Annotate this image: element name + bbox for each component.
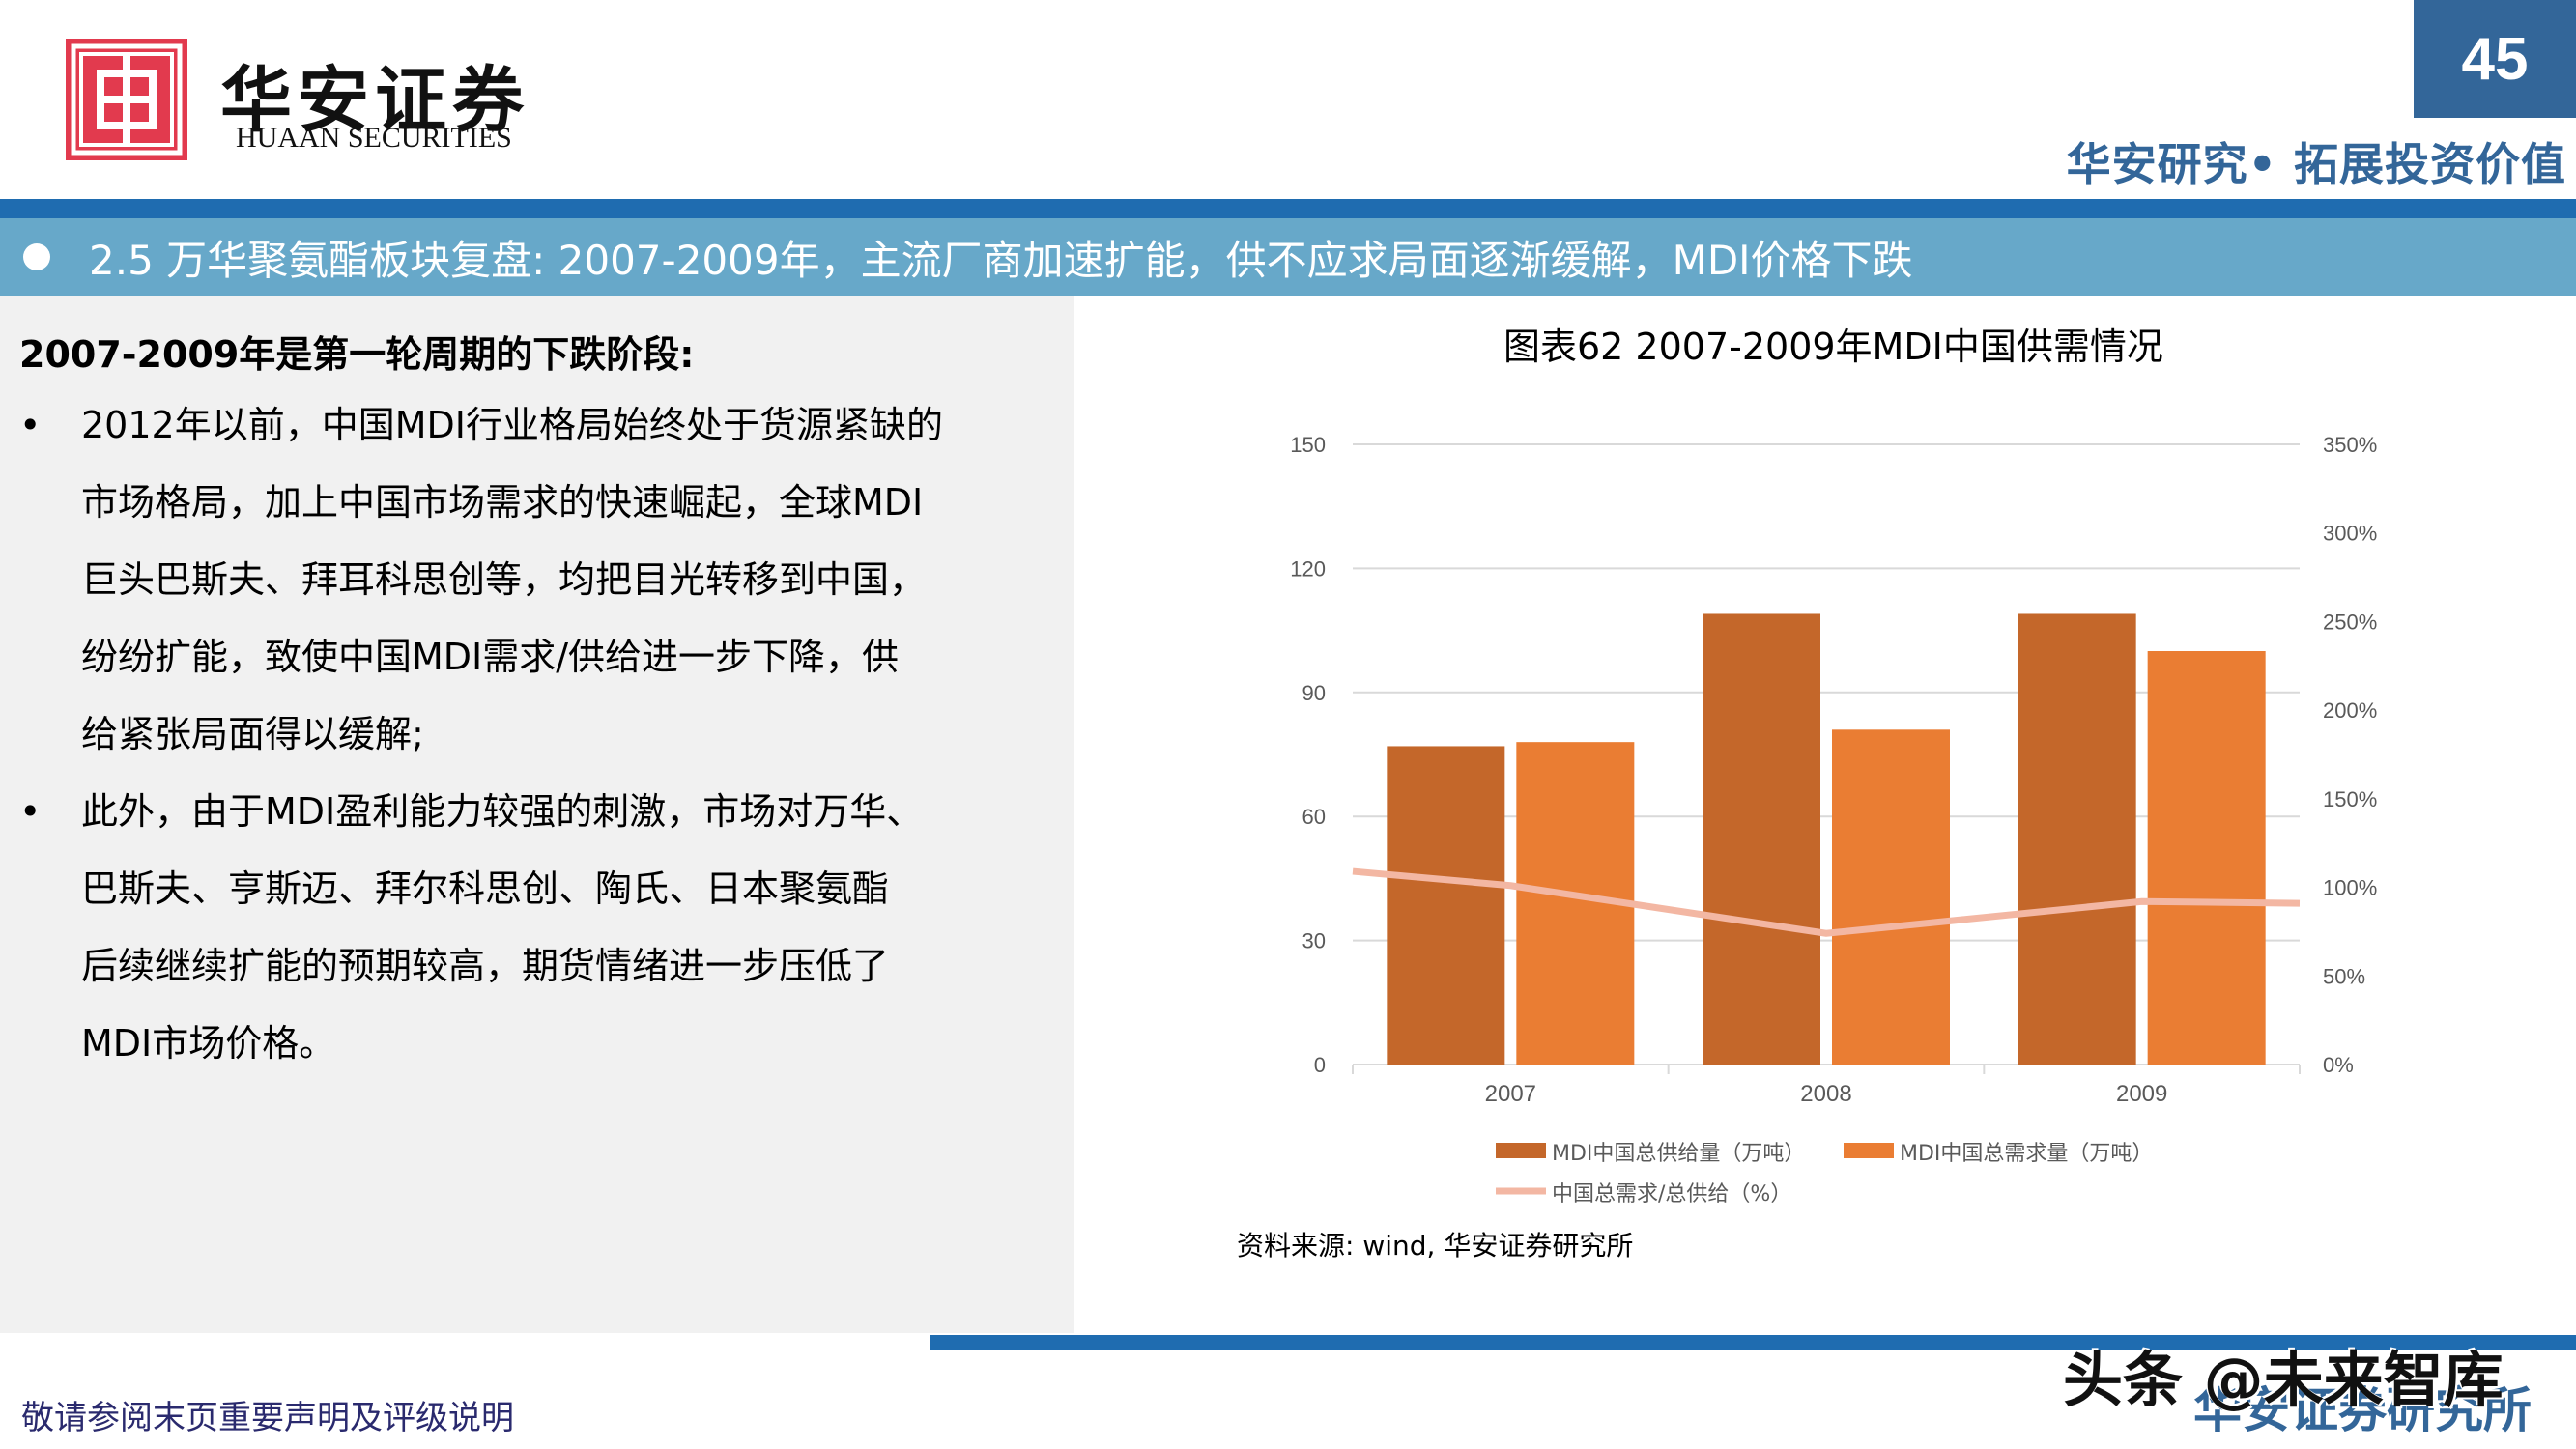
footer-divider-bar [930,1335,2576,1350]
y2-tick-label: 200% [2323,698,2377,723]
chart-source: 资料来源: wind, 华安证券研究所 [1237,1230,1634,1262]
bar [1703,613,1820,1065]
ratio-line [1352,867,2301,937]
footer-brand: 华安证券研究所 [2193,1382,2532,1438]
legend-swatch [1844,1143,1894,1158]
x-tick-label: 2007 [1485,1081,1536,1107]
bullet-item-1: • 2012年以前，中国MDI行业格局始终处于货源紧缺的 市场格局，加上中国市场… [19,386,1044,773]
header-divider-bar [0,199,2576,218]
bullet-line: 给紧张局面得以缓解; [81,713,424,755]
y2-tick-label: 300% [2323,522,2377,546]
y2-tick-label: 0% [2323,1053,2354,1077]
y2-tick-label: 250% [2323,610,2377,634]
panel-heading: 2007-2009年是第一轮周期的下跌阶段: [19,333,695,376]
page-number: 45 [2414,0,2576,118]
y-tick-label: 90 [1302,681,1326,705]
tagline: 华安研究• 拓展投资价值 [2066,138,2566,190]
bullet-line: 巨头巴斯夫、拜耳科思创等，均把目光转移到中国， [81,558,927,601]
legend-swatch [1496,1143,1546,1158]
y2-tick-label: 100% [2323,876,2377,900]
y-tick-label: 150 [1290,433,1326,457]
bullet-line: 后续继续扩能的预期较高，期货情绪进一步压低了 [81,945,890,987]
y-tick-label: 120 [1290,556,1326,581]
bullet-item-2: • 此外，由于MDI盈利能力较强的刺激，市场对万华、 巴斯夫、亨斯迈、拜尔科思创… [19,773,1044,1082]
disclaimer-link[interactable]: 敬请参阅末页重要声明及评级说明 [21,1399,514,1437]
bar [2147,651,2266,1065]
supply-demand-chart: 0 30 60 90 120 150 0% 50% 100% 150% 200% 250% 300% 35… [1290,433,2377,1207]
section-banner: 2.5 万华聚氨酯板块复盘: 2007-2009年，主流厂商加速扩能，供不应求局… [0,218,2576,296]
bullet-line: 2012年以前，中国MDI行业格局始终处于货源紧缺的 [81,404,943,446]
bar [2018,613,2136,1065]
bullet-dot-icon [23,243,50,270]
legend-label: 中国总需求/总供给（%） [1552,1182,1791,1207]
x-tick-label: 2009 [2116,1081,2167,1107]
bullet-line: 纷纷扩能，致使中国MDI需求/供给进一步下降，供 [81,636,900,678]
legend-label: MDI中国总供给量（万吨） [1552,1142,1805,1166]
brand-name-en: HUAAN SECURITIES [236,122,512,154]
y-tick-label: 0 [1314,1053,1326,1077]
bullet-line: 市场格局，加上中国市场需求的快速崛起，全球MDI [81,481,924,524]
company-logo [66,39,187,160]
text-panel: 2007-2009年是第一轮周期的下跌阶段: • 2012年以前，中国MDI行业… [0,296,1074,1333]
y2-tick-label: 50% [2323,964,2365,988]
bar [1832,729,1950,1065]
y2-tick-label: 150% [2323,787,2377,811]
legend-label: MDI中国总需求量（万吨） [1900,1142,2153,1166]
bullet-line: MDI市场价格。 [81,1022,336,1065]
logo-knot-icon [71,43,183,156]
y-tick-label: 60 [1302,805,1326,829]
bullet-icon: • [19,790,42,833]
watermark: 头条 @未来智库 [2063,1345,2504,1415]
section-title: 2.5 万华聚氨酯板块复盘: 2007-2009年，主流厂商加速扩能，供不应求局… [89,236,1913,284]
bullet-icon: • [19,404,42,446]
y-tick-label: 30 [1302,929,1326,953]
bullet-line: 此外，由于MDI盈利能力较强的刺激，市场对万华、 [81,790,924,833]
chart-title: 图表62 2007-2009年MDI中国供需情况 [1503,326,2163,368]
bar [1387,746,1505,1065]
bullet-line: 巴斯夫、亨斯迈、拜尔科思创、陶氏、日本聚氨酯 [81,867,890,910]
brand-name-cn: 华安证券 [220,59,530,142]
y2-tick-label: 350% [2323,433,2377,457]
x-tick-label: 2008 [1800,1081,1851,1107]
